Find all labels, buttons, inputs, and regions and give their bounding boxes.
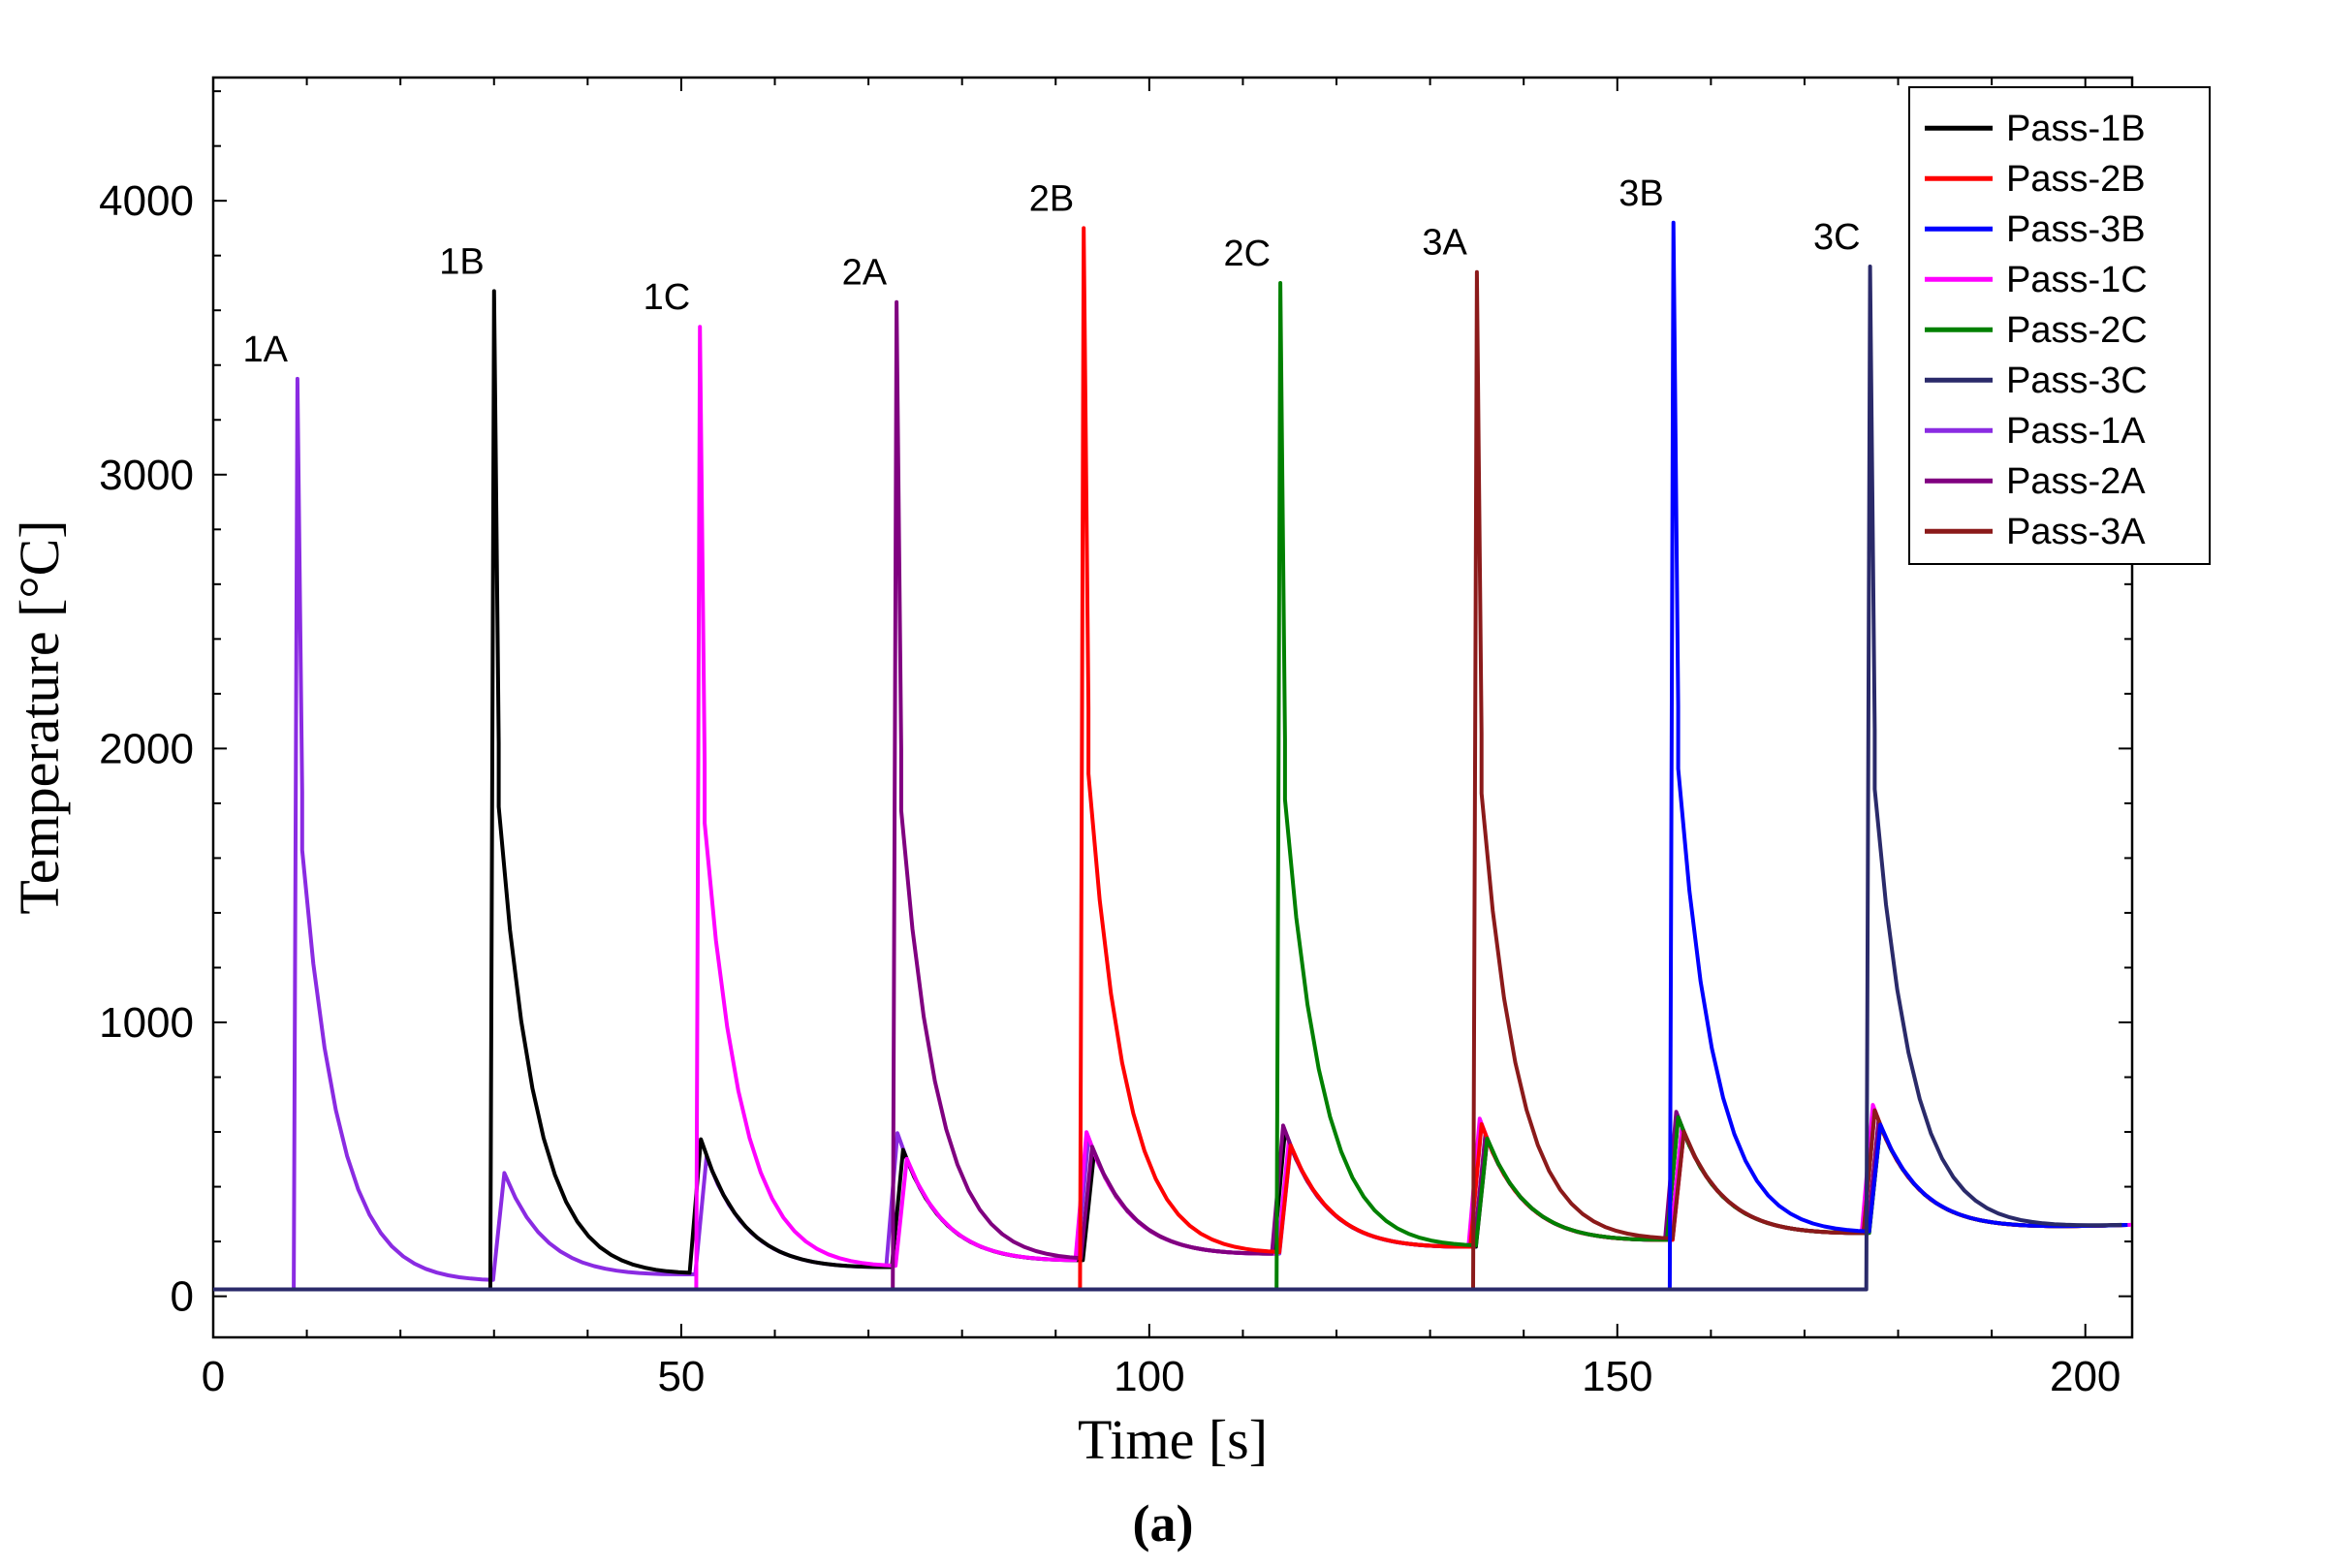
- legend-label: Pass-1A: [2006, 411, 2146, 452]
- peak-label-3c: 3C: [1813, 217, 1861, 258]
- x-tick-label: 200: [2050, 1353, 2121, 1400]
- y-tick-label: 2000: [99, 725, 194, 772]
- y-tick-label: 0: [171, 1273, 194, 1321]
- peak-label-2a: 2A: [842, 253, 888, 294]
- peak-label-3a: 3A: [1422, 223, 1467, 264]
- x-tick-label: 100: [1114, 1353, 1184, 1400]
- chart-container: 05010015020001000200030004000Temperature…: [0, 0, 2325, 1568]
- peak-label-1c: 1C: [644, 277, 691, 318]
- y-axis-label: Temperature [°C]: [8, 519, 71, 914]
- subfigure-caption: (a): [1133, 1494, 1194, 1552]
- peak-label-2c: 2C: [1223, 234, 1271, 274]
- peak-label-3b: 3B: [1618, 173, 1663, 214]
- y-tick-label: 4000: [99, 177, 194, 225]
- x-axis-label: Time [s]: [1078, 1408, 1268, 1471]
- y-tick-label: 3000: [99, 452, 194, 499]
- x-tick-label: 50: [657, 1353, 705, 1400]
- x-tick-label: 150: [1582, 1353, 1652, 1400]
- chart-svg: 05010015020001000200030004000Temperature…: [0, 0, 2325, 1568]
- x-tick-label: 0: [202, 1353, 225, 1400]
- legend-label: Pass-2A: [2006, 461, 2146, 502]
- legend: Pass-1B Pass-2B Pass-3B Pass-1C Pass-2C Pass-…: [1909, 87, 2210, 564]
- legend-label: Pass-3B: [2006, 209, 2146, 250]
- legend-label: Pass-3C: [2006, 361, 2148, 401]
- legend-label: Pass-1C: [2006, 260, 2148, 300]
- peak-label-1b: 1B: [439, 241, 484, 282]
- peak-label-2b: 2B: [1029, 178, 1074, 219]
- legend-label: Pass-3A: [2006, 512, 2146, 552]
- legend-label: Pass-2C: [2006, 310, 2148, 351]
- legend-label: Pass-1B: [2006, 109, 2146, 149]
- y-tick-label: 1000: [99, 999, 194, 1047]
- legend-label: Pass-2B: [2006, 159, 2146, 200]
- peak-label-1a: 1A: [242, 329, 288, 370]
